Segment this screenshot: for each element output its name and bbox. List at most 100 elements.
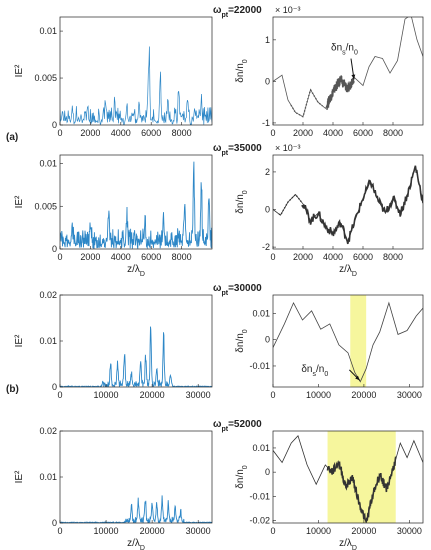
highlight-region [327, 431, 396, 523]
part-label-a: (a) [6, 132, 18, 143]
x-tick-label: 6000 [141, 128, 161, 138]
axes-frame [59, 430, 213, 524]
x-tick-label: 2000 [80, 252, 100, 262]
x-tick-label: 10000 [94, 526, 119, 536]
axes-frame [59, 294, 213, 388]
x-tick-label: 20000 [140, 390, 165, 400]
y-tick-label: -0.01 [249, 491, 270, 501]
x-axis-label: z/λD [339, 264, 357, 278]
x-tick-label: 30000 [397, 526, 422, 536]
chart-panel-8: 0 10000 20000 30000 -0.02 -0.01 0 0.01 δn/n0 z/λD… [213, 419, 424, 550]
x-tick-label: 10000 [94, 390, 119, 400]
axes-frame [59, 154, 213, 250]
chart-panel-5: 0 10000 20000 30000 0 0.01 0.02 IE² [14, 290, 213, 400]
panel-title: ωpt=22000 [213, 5, 262, 19]
x-tick-label: 0 [270, 128, 275, 138]
y-axis-label: IE² [14, 195, 25, 208]
panel-title: ωpt=30000 [213, 283, 262, 297]
y-tick-label: 0 [52, 244, 57, 254]
y-tick-label: 0 [265, 76, 270, 86]
x-tick-label: 8000 [172, 252, 192, 262]
x-tick-label: 0 [57, 252, 62, 262]
x-tick-label: 30000 [186, 526, 211, 536]
x-tick-label: 0 [270, 526, 275, 536]
y-tick-label: -0.01 [249, 361, 270, 371]
x-tick-label: 10000 [306, 526, 331, 536]
y-axis-label: δn/n0 [235, 465, 249, 488]
series-group [60, 495, 212, 523]
highlight-region [350, 295, 367, 387]
x-axis-label: z/λD [127, 538, 145, 550]
x-tick-label: 8000 [172, 128, 192, 138]
y-tick-label: 0.02 [39, 290, 57, 300]
y-tick-label: 0.01 [39, 336, 57, 346]
part-label-b: (b) [6, 384, 19, 395]
series-group [60, 46, 212, 125]
dotted-segment [278, 193, 303, 216]
x-tick-label: 2000 [80, 128, 100, 138]
annotation-arrow: δns/n0 [331, 43, 358, 80]
y-axis-label: IE² [14, 470, 25, 483]
spectrum-line [60, 161, 212, 249]
series-line [273, 166, 423, 243]
spectrum-line [60, 326, 212, 387]
y-axis-label: δn/n0 [235, 329, 249, 352]
axes-frame [272, 154, 424, 250]
y-tick-label: 0 [52, 382, 57, 392]
arrow-label: δns/n0 [331, 43, 358, 57]
y-axis-label: δn/n0 [235, 190, 249, 213]
axes-frame [272, 430, 424, 524]
axis-exponent: × 10⁻³ [275, 5, 301, 15]
arrow-head [355, 375, 360, 381]
arrow-label: δns/n0 [301, 364, 328, 378]
noise-band [326, 75, 355, 110]
panel-title: ωpt=35000 [213, 143, 262, 157]
y-tick-label: 0.02 [39, 426, 57, 436]
axis-exponent: × 10⁻³ [275, 143, 301, 153]
y-tick-label: 2 [265, 167, 270, 177]
x-tick-label: 4000 [111, 252, 131, 262]
x-tick-label: 20000 [351, 526, 376, 536]
y-tick-label: -0.02 [249, 516, 270, 526]
x-tick-label: 0 [57, 526, 62, 536]
x-tick-label: 20000 [351, 390, 376, 400]
x-tick-label: 2000 [293, 128, 313, 138]
chart-panel-1: 0 2000 4000 6000 8000 0 0.005 0.01 IE² [14, 16, 213, 138]
noise-band [326, 456, 397, 523]
y-axis-label: IE² [14, 64, 25, 77]
y-tick-label: 0 [52, 518, 57, 528]
chart-panel-3: 0 2000 4000 6000 8000 0 0.005 0.01 IE² z/λD [14, 154, 213, 278]
y-tick-label: 0.01 [252, 308, 270, 318]
spectrum-line [60, 46, 212, 125]
y-tick-label: 0.005 [34, 73, 57, 83]
series-group [273, 165, 423, 245]
x-tick-label: 20000 [140, 526, 165, 536]
y-tick-label: 0.01 [252, 443, 270, 453]
series-line [273, 301, 423, 383]
x-tick-label: 6000 [353, 252, 373, 262]
chart-panel-6: 0 10000 20000 30000 -0.01 0 0.01 δn/n0 ωpt=30000 [213, 283, 424, 400]
series-group [273, 301, 423, 383]
y-axis-label: IE² [14, 334, 25, 347]
x-tick-label: 6000 [141, 252, 161, 262]
axes-frame [272, 16, 424, 126]
x-axis-label: z/λD [127, 264, 145, 278]
x-tick-label: 10000 [306, 390, 331, 400]
spectrum-line [60, 495, 212, 523]
axes-frame [59, 16, 213, 126]
series-line [273, 17, 423, 118]
x-tick-label: 0 [270, 252, 275, 262]
y-tick-label: 0 [265, 335, 270, 345]
x-tick-label: 0 [57, 390, 62, 400]
x-tick-label: 4000 [323, 252, 343, 262]
y-axis-label: δn/n0 [235, 59, 249, 82]
chart-panel-7: 0 10000 20000 30000 0 0.01 0.02 IE² z/λD [14, 426, 213, 550]
x-tick-label: 30000 [397, 390, 422, 400]
arrow-head [351, 74, 356, 80]
y-tick-label: 0.005 [34, 201, 57, 211]
series-group [273, 17, 423, 118]
series-group [60, 326, 212, 387]
x-tick-label: 8000 [383, 252, 403, 262]
